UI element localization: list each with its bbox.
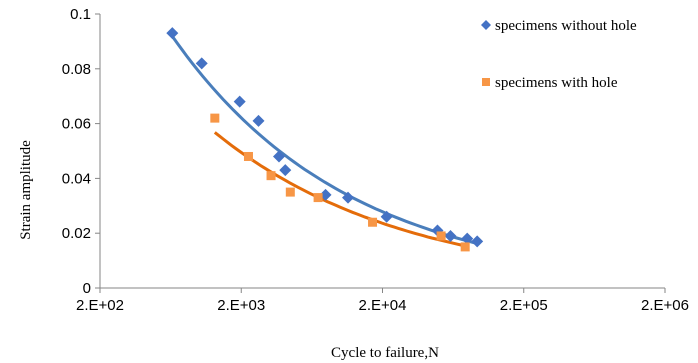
point-series-0 [380, 210, 393, 223]
axes: 0 0.02 0.04 0.06 0.08 0.1 2.E+02 2.E+03 2.E+04 2.… [62, 6, 689, 314]
x-tick-label: 2.E+02 [76, 297, 124, 314]
point-series-1 [368, 217, 378, 227]
point-series-0 [279, 164, 292, 177]
x-axis-label: Cycle to failure,N [331, 345, 439, 361]
legend-marker-1 [482, 78, 490, 86]
y-tick-label: 0.04 [62, 170, 91, 187]
point-series-0 [272, 150, 285, 163]
point-series-0 [342, 191, 355, 204]
x-tick-label: 2.E+05 [500, 297, 548, 314]
y-tick-label: 0 [83, 280, 91, 297]
trend-lines [171, 35, 478, 248]
y-axis-label: Strain amplitude [18, 140, 34, 240]
point-series-0 [252, 114, 265, 127]
legend: specimens without hole specimens with hol… [481, 18, 637, 91]
y-tick-label: 0.1 [70, 6, 91, 23]
legend-marker-0 [481, 20, 491, 30]
point-series-1 [266, 171, 276, 181]
legend-label-1: specimens with hole [495, 75, 618, 91]
y-tick-label: 0.06 [62, 116, 91, 133]
point-series-0 [233, 95, 246, 108]
point-series-1 [285, 187, 295, 197]
point-series-0 [195, 57, 208, 70]
point-series-0 [461, 232, 474, 245]
x-tick-label: 2.E+06 [641, 297, 689, 314]
trend-line-0 [171, 35, 478, 245]
point-series-0 [444, 229, 457, 242]
x-tick-label: 2.E+04 [359, 297, 407, 314]
y-tick-label: 0.08 [62, 61, 91, 78]
point-series-1 [460, 242, 470, 252]
point-series-1 [243, 151, 253, 161]
point-series-1 [313, 193, 323, 203]
legend-label-0: specimens without hole [495, 18, 637, 34]
point-series-0 [166, 27, 179, 40]
trend-line-1 [213, 131, 466, 248]
point-series-0 [471, 235, 484, 248]
data-points [166, 27, 484, 252]
point-series-1 [210, 113, 220, 123]
point-series-1 [436, 231, 446, 241]
y-tick-label: 0.02 [62, 225, 91, 242]
x-tick-label: 2.E+03 [217, 297, 265, 314]
